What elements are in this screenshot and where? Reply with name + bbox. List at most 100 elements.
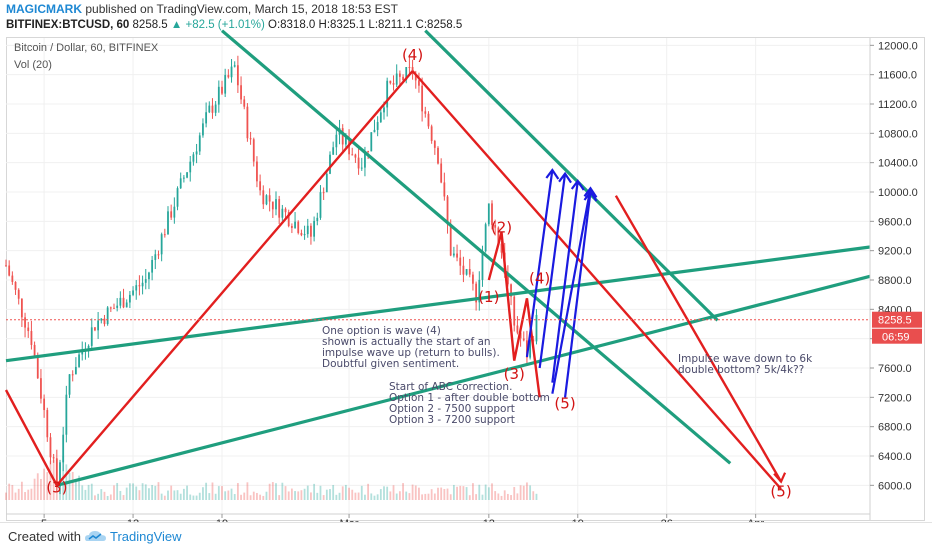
volume-bar [424, 493, 427, 500]
volume-bar [167, 490, 169, 500]
x-tick-label: 26 [661, 518, 673, 522]
volume-bar [465, 487, 468, 500]
candle-body [459, 257, 462, 266]
wave-line-projection [411, 70, 782, 490]
projection-arrow-head [545, 168, 560, 180]
candle-body [125, 302, 128, 308]
volume-bar [90, 483, 93, 500]
tradingview-brand[interactable]: TradingView [110, 529, 182, 544]
volume-bar [128, 483, 131, 500]
volume-bar [256, 492, 258, 500]
volume-bar [217, 486, 220, 500]
wave-line-main [4, 70, 414, 488]
candle-body [221, 86, 223, 94]
volume-bar [262, 495, 265, 500]
candle-body [354, 154, 357, 158]
volume-bar [259, 494, 262, 500]
volume-bar [138, 490, 141, 500]
volume-bar [344, 484, 347, 500]
candle-body [27, 327, 30, 332]
candle-body [433, 140, 436, 148]
volume-bar [519, 485, 522, 500]
volume-bar [487, 487, 490, 500]
price-chart[interactable]: (3) (4) (1) (2) (3) (4) (5) (5) One option is w… [0, 0, 932, 522]
candle-body [78, 354, 80, 367]
countdown-tag [872, 328, 922, 344]
volume-bar [17, 488, 20, 500]
candle-body [398, 73, 401, 77]
volume-bar [338, 492, 341, 500]
candle-body [132, 290, 134, 295]
candle-body [205, 112, 208, 124]
volume-bar [195, 495, 198, 500]
wave-label: (2) [491, 218, 512, 236]
wave-label: (3) [504, 365, 525, 383]
candle-body [103, 318, 106, 325]
candle-body [262, 190, 265, 205]
publish-header: MAGICMARK published on TradingView.com, … [6, 2, 398, 16]
candle-body [487, 203, 490, 225]
wave-labels: (3) (4) (1) (2) (3) (4) (5) (5) [46, 46, 791, 500]
candle-body [468, 269, 471, 275]
trendlines [5, 29, 871, 487]
volume-bar [500, 495, 503, 500]
volume-bar [33, 478, 36, 500]
candle-body [424, 111, 427, 114]
volume-bar [440, 487, 443, 500]
candle-body [462, 265, 465, 275]
candle-body [389, 80, 392, 84]
volume-bar [513, 487, 516, 500]
volume-bar [240, 494, 242, 500]
candle-body [59, 462, 61, 487]
volume-bar [433, 493, 436, 500]
candle-body [440, 163, 443, 183]
volume-bar [198, 492, 201, 500]
candle-body [176, 188, 179, 207]
volume-bar [468, 495, 471, 500]
candle-body [411, 67, 414, 74]
candle-body [46, 410, 49, 438]
volume-bar [497, 493, 500, 500]
projection-arrow-head [558, 171, 572, 184]
candle-body [284, 208, 287, 213]
y-tick-label: 10000.0 [878, 187, 918, 199]
candle-body [173, 206, 176, 218]
y-axis: 12000.0 11600.0 11200.0 10800.0 10400.0 10000… [869, 38, 918, 520]
candle-body [443, 182, 446, 197]
change-arrow-icon: ▲ [170, 19, 183, 31]
volume-bar [494, 491, 497, 500]
candle-body [281, 208, 284, 218]
candle-body [386, 80, 389, 108]
volume-bar [379, 489, 382, 500]
created-with-text: Created with [8, 529, 81, 544]
annotation-abc-correction: Start of ABC correction. Option 1 - after… [389, 381, 550, 426]
candle-body [182, 177, 185, 179]
candle-body [71, 374, 74, 376]
close-value: C:8258.5 [415, 19, 463, 31]
candle-body [335, 134, 338, 148]
candle-body [163, 234, 166, 236]
candle-body [446, 196, 449, 225]
volume-bar [506, 493, 509, 500]
volume-bar [389, 491, 392, 500]
volume-bar [103, 491, 106, 500]
y-tick-label: 8800.0 [878, 275, 912, 287]
candle-body [510, 284, 512, 297]
candle-body [246, 106, 249, 139]
volume-bar [160, 493, 163, 500]
author-name[interactable]: MAGICMARK [6, 2, 82, 16]
volume-bar [87, 484, 90, 500]
volume-bar [246, 482, 249, 500]
candle-body [271, 201, 274, 210]
volume-bar [418, 487, 420, 500]
projection-arrow [538, 173, 567, 369]
chart-frame[interactable] [6, 37, 925, 521]
candle-body [522, 338, 525, 341]
volume-bar [192, 495, 195, 500]
symbol-header: BITFINEX:BTCUSD, 60 8258.5 ▲ +82.5 (+1.0… [6, 19, 462, 31]
volume-bar [430, 489, 433, 500]
tradingview-cloud-icon[interactable] [84, 528, 108, 544]
y-tick-label: 12000.0 [878, 40, 918, 52]
candle-body [144, 279, 147, 283]
candle-body [484, 224, 487, 252]
